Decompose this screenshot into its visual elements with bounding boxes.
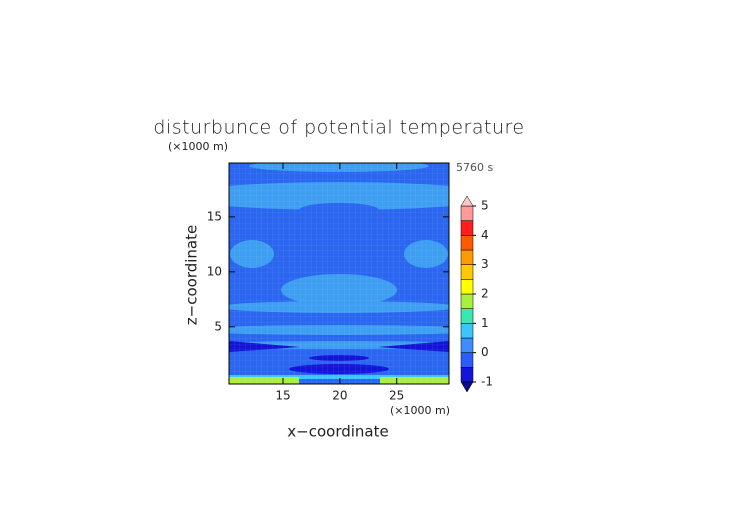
- colorbar-segment: [460, 293, 474, 309]
- x-tick-label: 20: [332, 389, 347, 403]
- y-tick-label: 10: [207, 264, 222, 278]
- colorbar-segment: [460, 249, 474, 265]
- y-axis-title: z−coordinate: [183, 225, 201, 325]
- colorbar-under: [460, 381, 474, 393]
- x-tick-label: 15: [275, 389, 290, 403]
- colorbar-tick-label: 1: [481, 316, 489, 330]
- chart-title: disturbunce of potential temperature: [153, 117, 524, 139]
- colorbar-tick-label: 4: [481, 228, 489, 242]
- colorbar-tick-label: 5: [481, 199, 489, 213]
- plot-frame: [228, 162, 450, 385]
- x-axis-title: x−coordinate: [287, 423, 388, 441]
- y-tick-label: 5: [214, 319, 222, 333]
- colorbar-segment: [460, 205, 474, 221]
- colorbar-segment: [460, 367, 474, 383]
- colorbar-segment: [460, 279, 474, 295]
- colorbar-tick-label: -1: [481, 375, 493, 389]
- colorbar-segment: [460, 220, 474, 236]
- colorbar-tick-label: 2: [481, 287, 489, 301]
- colorbar-segment: [460, 323, 474, 339]
- colorbar-segment: [460, 264, 474, 280]
- y-tick-label: 15: [207, 209, 222, 223]
- colorbar-segment: [460, 337, 474, 353]
- colorbar-over: [460, 195, 474, 207]
- x-unit: (×1000 m): [390, 404, 450, 417]
- colorbar-tick-label: 3: [481, 257, 489, 271]
- x-tick-label: 25: [389, 389, 404, 403]
- colorbar-segment: [460, 308, 474, 324]
- time-annotation: 5760 s: [456, 161, 493, 174]
- colorbar-tick-label: 0: [481, 345, 489, 359]
- contour-field: [229, 163, 449, 384]
- y-unit: (×1000 m): [168, 140, 228, 153]
- colorbar-segment: [460, 352, 474, 368]
- colorbar-segment: [460, 235, 474, 251]
